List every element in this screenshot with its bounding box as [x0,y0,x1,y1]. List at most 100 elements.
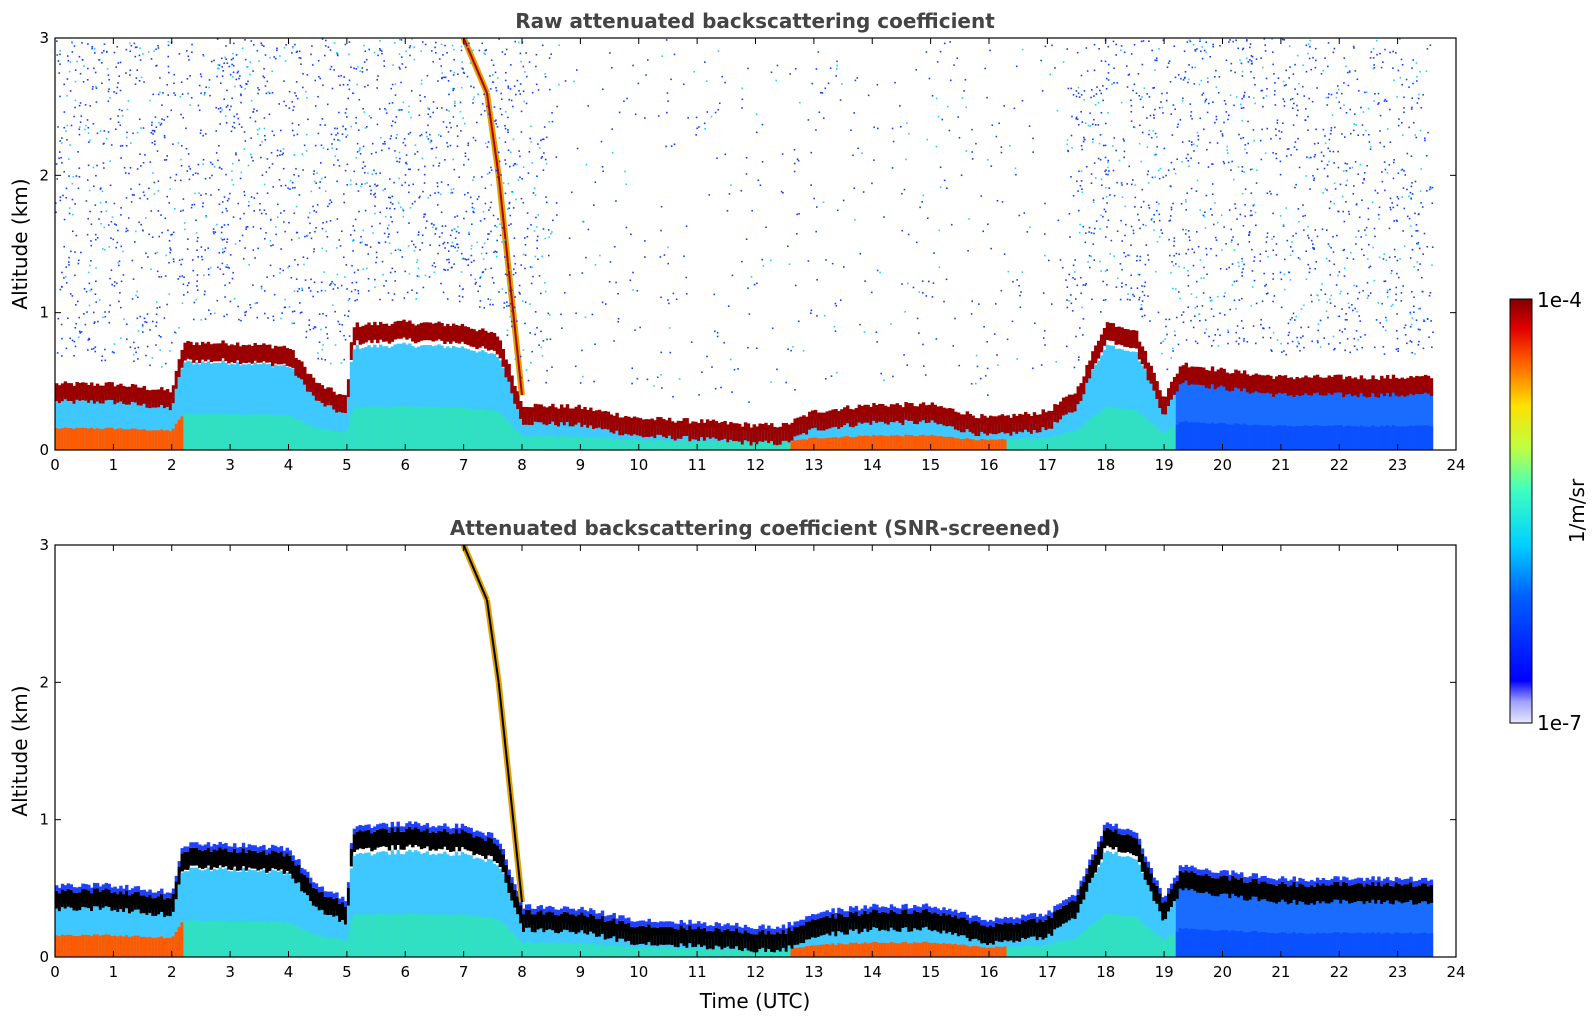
noise-speck [320,328,322,331]
heat-cell [416,407,421,450]
heat-cell [431,407,435,450]
noise-speck [283,100,285,103]
heat-cell [948,408,952,426]
heat-cell [332,403,336,450]
heat-cell [335,394,339,413]
heat-cell [218,343,222,362]
heat-cell [1219,383,1223,450]
heat-cell [659,417,663,435]
heat-cell [69,428,74,450]
noise-speck [1399,76,1402,79]
noise-speck [1134,184,1137,186]
noise-speck [1192,143,1195,146]
noise-speck [924,374,927,376]
heat-cell [822,421,827,450]
heat-cell [1073,405,1078,450]
noise-speck [632,289,634,291]
noise-speck [601,165,604,168]
noise-speck [1396,337,1399,340]
heat-cell [1102,349,1107,450]
noise-speck [209,177,211,179]
heat-cell [968,438,972,450]
noise-speck [1353,337,1356,340]
heat-cell [1248,390,1253,450]
noise-speck [1300,336,1302,339]
heat-cell [1292,379,1296,398]
noise-speck [355,183,358,185]
heat-cell [603,420,608,450]
heat-cell [171,398,176,450]
noise-speck [246,66,248,68]
heat-cell [69,383,74,401]
noise-speck [1363,254,1365,257]
noise-speck [215,130,218,132]
heat-cell [92,428,97,450]
noise-speck [1417,241,1420,244]
heat-cell [589,436,593,450]
noise-speck [258,127,261,130]
noise-speck [705,80,708,83]
noise-speck [155,321,158,324]
noise-speck [291,122,294,125]
noise-speck [449,144,452,147]
heat-cell [1041,437,1045,450]
noise-speck [822,201,825,204]
noise-speck [593,204,595,207]
noise-speck [634,329,636,331]
heat-cell [1385,375,1390,393]
heat-cell [1061,397,1066,416]
noise-speck [863,331,866,333]
noise-speck [1279,271,1282,274]
noise-speck [1270,137,1272,140]
noise-speck [345,108,348,110]
noise-speck [550,53,552,55]
noise-speck [1412,59,1415,61]
noise-speck [204,177,207,180]
noise-speck [449,234,452,237]
noise-speck [1203,128,1205,131]
noise-speck [1335,96,1338,99]
heat-cell [355,345,360,450]
noise-speck [1423,318,1425,321]
noise-speck [481,103,484,105]
noise-speck [1168,60,1171,62]
heat-cell [752,424,756,443]
heat-cell [510,390,514,450]
noise-speck [215,106,217,109]
noise-speck [1076,118,1079,121]
noise-speck [179,179,182,182]
noise-speck [350,66,352,68]
noise-speck [1216,295,1219,298]
noise-speck [1347,84,1350,87]
noise-speck [175,173,178,176]
noise-speck [63,83,65,86]
heat-cell [656,416,660,435]
noise-speck [365,125,368,128]
noise-speck [345,264,348,266]
noise-speck [1244,148,1246,151]
noise-speck [320,289,323,292]
heat-cell [1024,411,1028,430]
noise-speck [1420,168,1423,170]
heat-cell [373,406,377,450]
noise-speck [1260,158,1263,161]
heat-cell [644,427,649,450]
noise-speck [747,346,749,349]
noise-speck [531,266,533,269]
noise-speck [326,235,329,238]
heat-cell [1406,377,1410,396]
heat-cell [594,437,599,450]
noise-speck [390,87,393,90]
noise-speck [355,122,357,124]
noise-speck [225,207,227,210]
heat-cell [1009,426,1013,450]
heat-cell [863,415,867,450]
noise-speck [130,142,132,144]
noise-speck [1307,52,1309,55]
noise-speck [717,50,720,52]
noise-speck [343,193,345,195]
noise-speck [256,109,258,112]
noise-speck [224,284,226,287]
noise-speck [1403,111,1405,114]
noise-speck [123,166,126,169]
